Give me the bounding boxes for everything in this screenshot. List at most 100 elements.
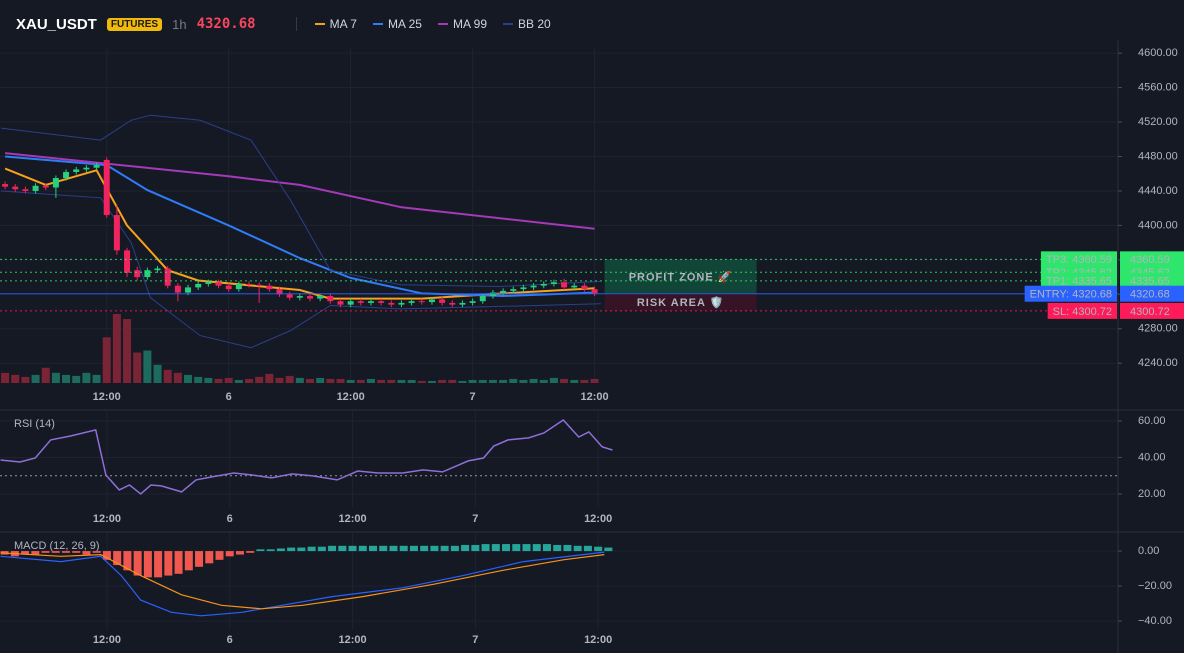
volume-bar <box>62 374 71 383</box>
volume-bar <box>1 372 10 383</box>
histogram-bar <box>409 545 418 552</box>
histogram-bar <box>215 551 224 560</box>
candle-body <box>408 301 415 303</box>
histogram-bar <box>31 551 40 555</box>
histogram-bar <box>276 548 285 552</box>
legend-swatch <box>503 23 513 25</box>
x-tick-label: 6 <box>227 513 233 525</box>
separator <box>295 17 297 31</box>
ma-line <box>4 167 595 300</box>
candle-body <box>347 301 354 305</box>
histogram-bar <box>532 544 541 552</box>
volume-bar <box>417 380 426 383</box>
volume-bar <box>488 379 497 383</box>
volume-bar <box>529 378 538 383</box>
volume-bar <box>51 372 60 383</box>
candle-body <box>469 301 476 303</box>
volume-bar <box>509 378 518 383</box>
volume-bar <box>427 380 436 383</box>
volume-bar <box>224 377 233 383</box>
legend-item[interactable]: MA 25 <box>372 17 422 31</box>
candle-body <box>276 289 283 295</box>
level-value-box <box>1120 251 1184 268</box>
macd-line <box>0 552 605 610</box>
level-value-box <box>1120 285 1184 302</box>
histogram-bar <box>502 544 511 552</box>
legend-swatch <box>314 23 325 25</box>
level-label: TP1: 4335.65 <box>1046 276 1112 288</box>
badge: FUTURES <box>106 17 163 31</box>
volume-bar <box>438 379 447 383</box>
timeframe[interactable]: 1h <box>172 16 187 32</box>
histogram-bar <box>205 551 214 564</box>
volume-bar <box>123 319 132 383</box>
histogram-bar <box>491 544 500 552</box>
volume-bar <box>377 379 386 383</box>
y-tick-label: 4560.00 <box>1138 82 1178 94</box>
legend-label: BB 20 <box>518 17 551 31</box>
histogram-bar <box>195 551 204 567</box>
y-tick-label: 0.00 <box>1138 545 1159 557</box>
volume-bar <box>275 377 284 383</box>
volume-bar <box>458 380 467 383</box>
histogram-bar <box>174 551 183 574</box>
legend-item[interactable]: MA 99 <box>437 17 487 31</box>
volume-bar <box>346 379 355 383</box>
volume-bar <box>478 379 487 383</box>
volume-bar <box>570 379 579 383</box>
volume-bar <box>102 337 111 383</box>
legend-label: MA 7 <box>329 17 357 31</box>
candle-body <box>73 169 80 173</box>
histogram-bar <box>522 544 531 552</box>
candle-body <box>510 289 517 291</box>
x-tick-label: 7 <box>472 634 478 646</box>
histogram-bar <box>184 551 193 571</box>
candle-body <box>500 290 507 293</box>
candle-body <box>103 159 110 216</box>
y-tick-label: 4400.00 <box>1138 219 1178 231</box>
volume-bar <box>72 375 81 383</box>
histogram-bar <box>82 551 91 555</box>
volume-bar <box>560 378 569 383</box>
level-value: 4335.65 <box>1130 276 1170 288</box>
candle-body <box>225 285 232 290</box>
volume-bar <box>295 377 304 383</box>
histogram-bar <box>307 546 316 552</box>
volume-bar <box>539 379 548 383</box>
y-tick-label: 4520.00 <box>1138 116 1178 128</box>
zone-label: RISK AREA 🛡️ <box>637 296 724 309</box>
volume-bar <box>184 374 193 383</box>
candle-body <box>134 270 141 278</box>
volume-bar <box>519 379 528 383</box>
volume-bar <box>133 352 142 383</box>
histogram-bar <box>317 546 326 552</box>
candle-body <box>266 285 273 290</box>
candle-body <box>164 268 171 286</box>
volume-bar <box>31 374 40 383</box>
x-tick-label: 12:00 <box>338 513 366 525</box>
y-tick-label: −20.00 <box>1138 580 1172 592</box>
candle-body <box>52 178 59 188</box>
legend-item[interactable]: MA 7 <box>314 17 357 31</box>
symbol: XAU_USDT <box>16 15 97 33</box>
candle-body <box>154 268 161 271</box>
volume-bar <box>143 350 152 383</box>
candle-body <box>113 215 120 251</box>
x-tick-label: 12:00 <box>338 634 366 646</box>
volume-bar <box>356 379 365 383</box>
histogram-bar <box>348 545 357 552</box>
zone-label: PROFIT ZONE 🚀 <box>629 270 733 283</box>
candle-body <box>357 301 364 303</box>
candle-body <box>12 186 19 190</box>
candle-body <box>378 301 385 303</box>
histogram-bar <box>338 545 347 552</box>
volume-bar <box>41 367 50 383</box>
candle-body <box>93 165 100 168</box>
histogram-bar <box>143 551 152 578</box>
volume-bar <box>580 379 589 383</box>
candle-body <box>439 299 446 303</box>
candle-body <box>337 301 344 305</box>
histogram-bar <box>420 545 429 552</box>
legend-item[interactable]: BB 20 <box>503 17 551 31</box>
volume-bar <box>234 379 243 383</box>
